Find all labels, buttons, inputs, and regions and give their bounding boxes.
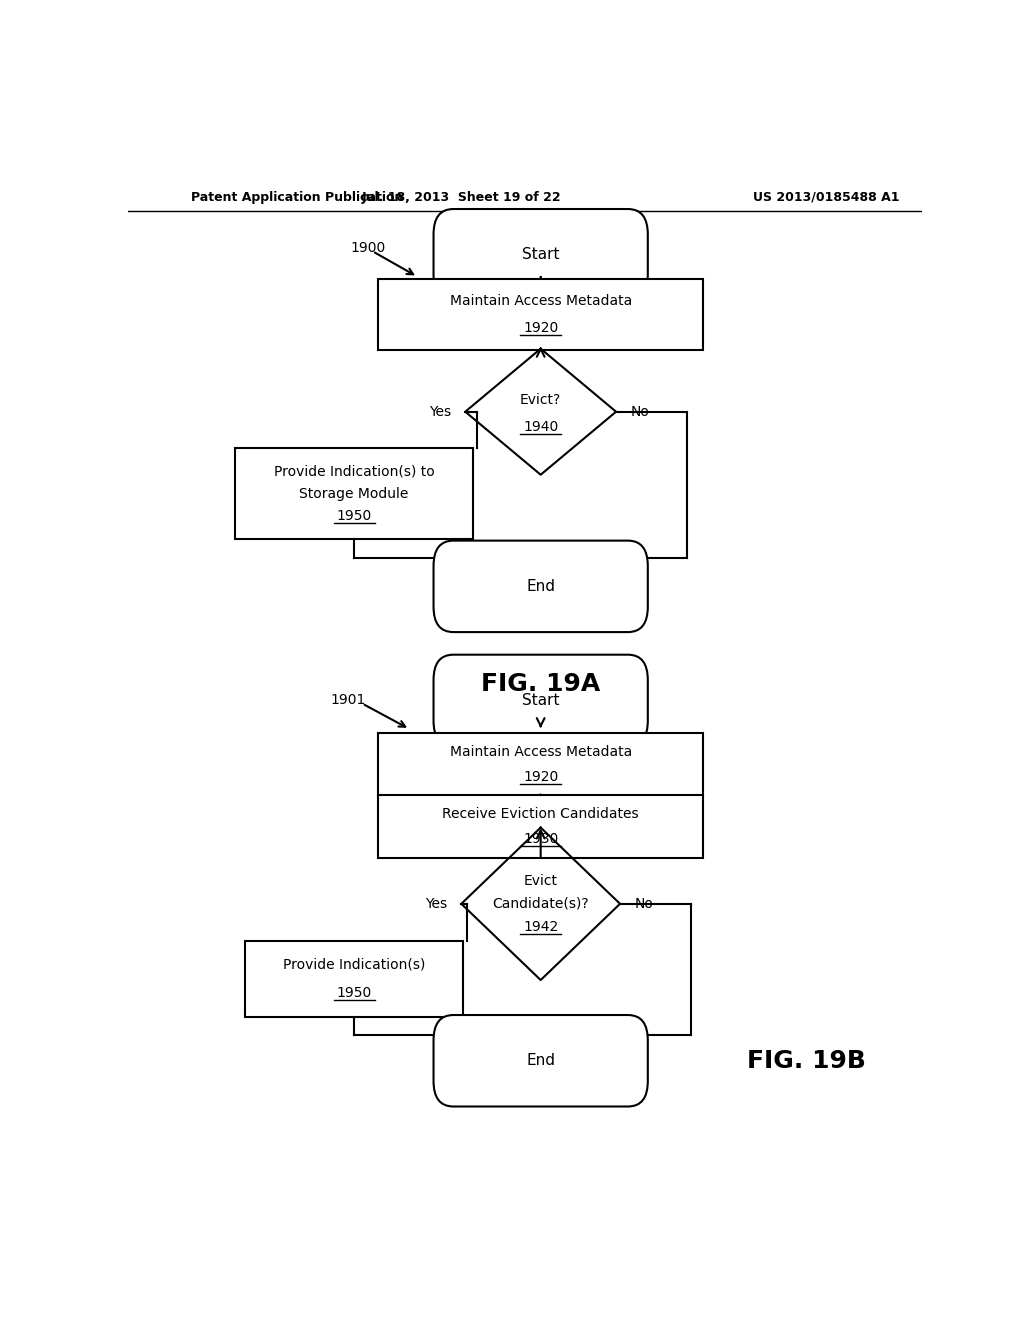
Polygon shape <box>462 828 620 979</box>
FancyBboxPatch shape <box>433 209 648 301</box>
Bar <box>236 447 473 540</box>
Text: Storage Module: Storage Module <box>299 487 409 500</box>
Text: FIG. 19A: FIG. 19A <box>481 672 600 696</box>
Text: FIG. 19B: FIG. 19B <box>748 1049 866 1073</box>
FancyBboxPatch shape <box>433 655 648 746</box>
Text: Receive Eviction Candidates: Receive Eviction Candidates <box>442 808 639 821</box>
FancyBboxPatch shape <box>433 1015 648 1106</box>
Text: 1920: 1920 <box>523 321 558 335</box>
Text: 1930: 1930 <box>523 832 558 846</box>
Text: Candidate(s)?: Candidate(s)? <box>493 896 589 911</box>
Text: Start: Start <box>522 247 559 263</box>
Text: Patent Application Publication: Patent Application Publication <box>191 190 403 203</box>
Text: 1920: 1920 <box>523 770 558 784</box>
Bar <box>378 279 703 350</box>
Text: No: No <box>634 896 653 911</box>
Bar <box>378 733 703 796</box>
Text: End: End <box>526 1053 555 1068</box>
Text: 1900: 1900 <box>350 242 385 255</box>
Text: Evict?: Evict? <box>520 392 561 407</box>
Text: End: End <box>526 579 555 594</box>
Text: 1940: 1940 <box>523 420 558 434</box>
Polygon shape <box>465 348 616 475</box>
Bar <box>245 941 463 1018</box>
Text: Start: Start <box>522 693 559 708</box>
Text: 1901: 1901 <box>331 693 366 708</box>
Text: Yes: Yes <box>429 405 451 418</box>
Bar <box>378 795 703 858</box>
Text: 1950: 1950 <box>337 986 372 1001</box>
FancyBboxPatch shape <box>433 541 648 632</box>
Text: Jul. 18, 2013  Sheet 19 of 22: Jul. 18, 2013 Sheet 19 of 22 <box>361 190 561 203</box>
Text: Provide Indication(s): Provide Indication(s) <box>283 958 425 972</box>
Text: 1942: 1942 <box>523 920 558 935</box>
Text: Yes: Yes <box>425 896 447 911</box>
Text: Maintain Access Metadata: Maintain Access Metadata <box>450 746 632 759</box>
Text: No: No <box>631 405 649 418</box>
Text: US 2013/0185488 A1: US 2013/0185488 A1 <box>753 190 900 203</box>
Text: Evict: Evict <box>523 874 558 888</box>
Text: Provide Indication(s) to: Provide Indication(s) to <box>273 465 434 478</box>
Text: Maintain Access Metadata: Maintain Access Metadata <box>450 294 632 309</box>
Text: 1950: 1950 <box>337 510 372 523</box>
